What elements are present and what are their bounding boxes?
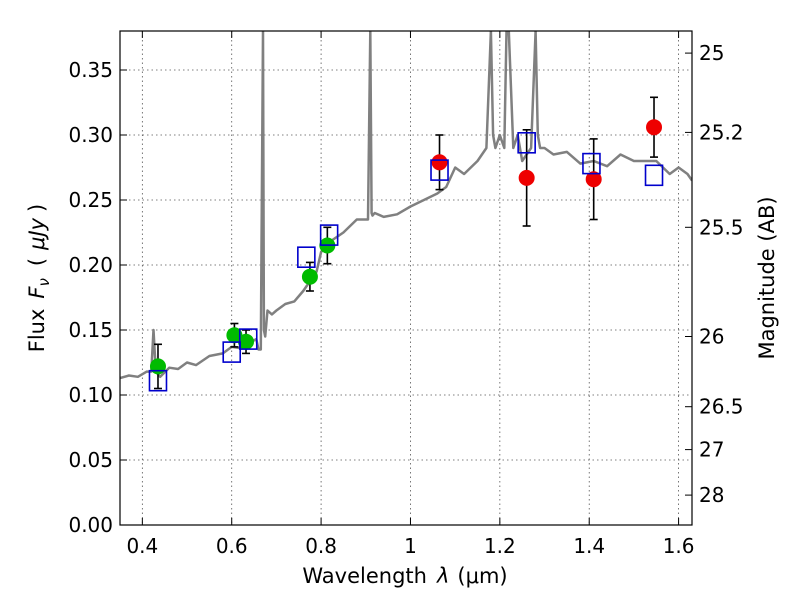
y-right-tick-label: 27 [699, 438, 724, 462]
y-right-tick-label: 25.5 [699, 215, 744, 239]
filter-flux-box [517, 132, 536, 154]
y-right-tick-label: 28 [699, 483, 724, 507]
filter-flux-box [238, 328, 258, 350]
y-tick-label: 0.05 [68, 448, 113, 472]
red-data-point [585, 171, 602, 188]
y-tick-label: 0.10 [68, 383, 113, 407]
plot-clipped-group [120, 31, 692, 392]
x-tick-label: 1 [404, 534, 417, 558]
x-tick-label: 0.6 [216, 534, 248, 558]
y-right-tick-label: 26.5 [699, 395, 744, 419]
filter-flux-box [148, 369, 168, 392]
x-axis-label: Wavelength λ (μm) [302, 564, 507, 588]
filter-flux-box [582, 152, 601, 175]
y-tick-label: 0.00 [68, 513, 113, 537]
y-axis-right-label: Magnitude (AB) [755, 196, 779, 359]
y-tick-label: 0.20 [68, 253, 113, 277]
filter-flux-box [297, 246, 316, 268]
x-tick-label: 1.4 [573, 534, 605, 558]
y-right-tick-label: 25 [699, 41, 724, 65]
filter-flux-box [644, 164, 664, 187]
x-tick-label: 1.2 [484, 534, 516, 558]
x-tick-label: 1.6 [663, 534, 695, 558]
red-data-point [646, 119, 663, 136]
y-right-tick-label: 25.2 [699, 120, 744, 144]
axes: 0.4 0.6 0.8 1 1.2 1.4 1.6 0.00 0.05 0.10 0.15 0.20 0… [68, 31, 744, 558]
y-tick-label: 0.15 [68, 318, 113, 342]
green-data-point [301, 268, 318, 285]
plot-frame [119, 30, 693, 526]
x-tick-label: 0.8 [305, 534, 337, 558]
red-data-point [518, 169, 535, 186]
filter-flux-box [430, 159, 449, 181]
y-axis-label: FluxFν(μJy) [25, 204, 53, 353]
y-right-tick-label: 26 [699, 325, 724, 349]
filter-flux-box [222, 341, 242, 363]
x-tick-label: 0.4 [126, 534, 158, 558]
y-tick-label: 0.30 [68, 123, 113, 147]
green-data-point [149, 358, 166, 375]
green-data-point [226, 327, 243, 344]
red-data-point [431, 154, 448, 171]
plot-area [120, 31, 692, 392]
model-spectrum-line [120, 31, 692, 380]
green-data-point [238, 333, 255, 350]
y-tick-label: 0.25 [68, 188, 113, 212]
y-tick-label: 0.35 [68, 58, 113, 82]
filter-flux-box [319, 224, 339, 246]
